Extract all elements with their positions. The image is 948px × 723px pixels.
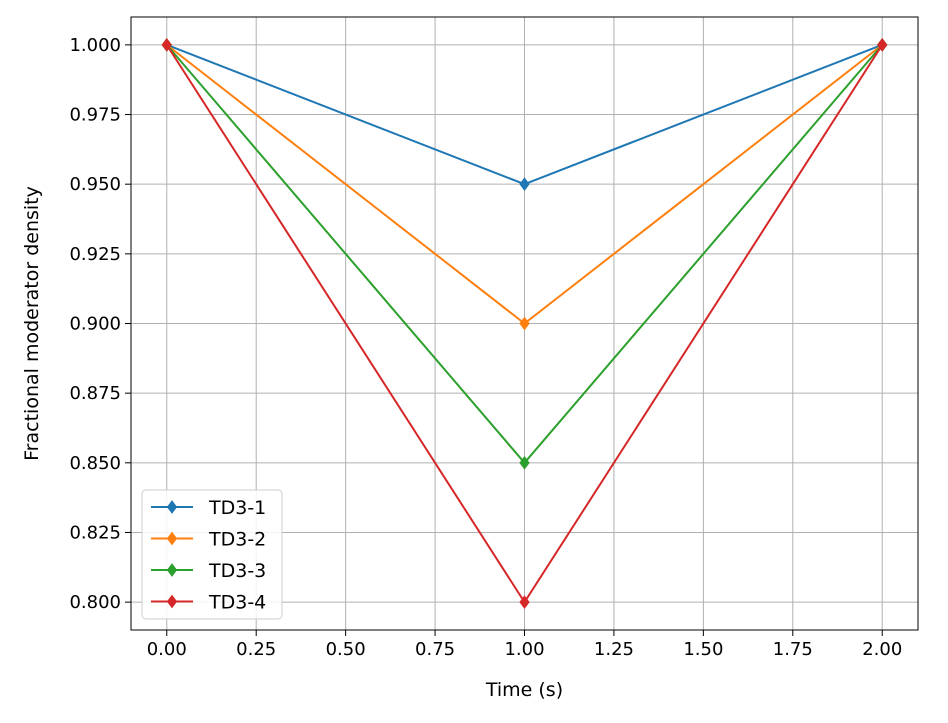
data-point [519,455,530,470]
y-tick-label: 0.825 [69,522,121,543]
y-axis-ticks: 0.800 0.825 0.850 0.875 0.900 0.925 0.950 0.975… [69,35,131,613]
legend-item: TD3-2 [151,529,266,551]
x-tick-label: 0.00 [147,639,187,660]
x-axis-ticks: 0.00 0.25 0.50 0.75 1.00 1.25 1.50 1.75 2.00 [147,630,902,660]
x-tick-label: 0.25 [236,639,276,660]
legend-item: TD3-3 [151,560,266,582]
y-tick-label: 0.925 [69,244,121,265]
legend-label: TD3-4 [208,592,266,614]
x-axis-label: Time (s) [485,679,563,701]
legend-label: TD3-3 [208,560,266,582]
x-tick-label: 2.00 [862,639,902,660]
y-tick-label: 1.000 [69,35,121,56]
y-tick-label: 0.950 [69,174,121,195]
x-tick-label: 0.50 [326,639,366,660]
series-layer [161,38,888,609]
x-tick-label: 1.00 [504,639,544,660]
legend-label: TD3-2 [208,529,266,551]
y-tick-label: 0.850 [69,453,121,474]
legend-marker [166,531,178,546]
data-point [161,38,172,52]
series-td3-4 [161,38,888,609]
legend-box [141,489,283,620]
legend: TD3-1 TD3-2 TD3-3 TD3-4 [141,489,283,620]
legend-item: TD3-4 [151,592,266,614]
y-tick-label: 0.900 [69,314,121,335]
y-tick-label: 0.975 [69,105,121,126]
data-point [877,38,888,52]
x-tick-label: 1.25 [594,639,634,660]
x-tick-label: 0.75 [415,639,455,660]
y-tick-label: 0.875 [69,383,121,404]
x-tick-label: 1.50 [683,639,723,660]
y-axis-label: Fractional moderator density [21,186,43,461]
legend-item: TD3-1 [151,497,266,519]
legend-marker [166,563,178,577]
data-point [519,177,530,192]
legend-label: TD3-1 [208,497,266,519]
x-tick-label: 1.75 [773,639,813,660]
legend-marker [166,500,178,514]
data-point [519,595,530,609]
legend-marker [166,594,178,609]
data-point [519,316,530,331]
y-tick-label: 0.800 [69,592,121,613]
